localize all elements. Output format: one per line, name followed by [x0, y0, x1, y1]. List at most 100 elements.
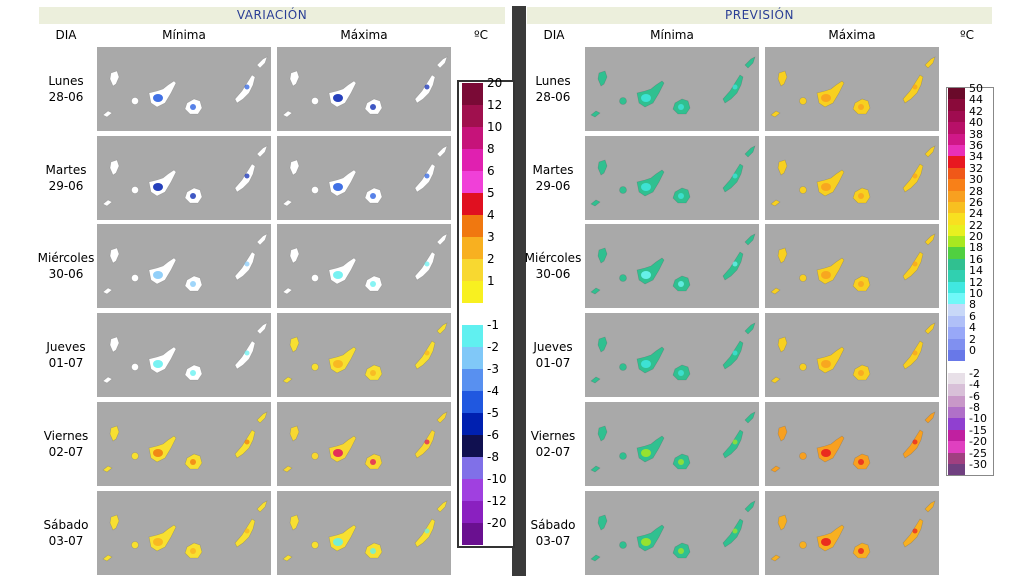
island-tenerife	[148, 257, 177, 285]
scale-label: -8	[969, 400, 980, 414]
scale-label: 8	[969, 298, 976, 312]
island-el-hierro	[770, 554, 781, 562]
island-la-gomera	[619, 186, 627, 194]
island-el-hierro	[590, 554, 601, 562]
scale-label: 40	[969, 116, 983, 130]
island-lanzarote	[744, 233, 756, 246]
island-la-palma	[597, 247, 608, 264]
island-fuerteventura	[414, 429, 436, 459]
island-el-hierro	[102, 287, 113, 295]
scale-step: 6	[947, 311, 993, 328]
day-name: Martes	[532, 163, 574, 177]
map-panel-prev-max	[765, 136, 939, 220]
scale-step: -30	[947, 459, 993, 476]
map-panel-prev-max	[765, 47, 939, 131]
island-el-hierro	[590, 465, 601, 473]
map-panel-prev-max	[765, 402, 939, 486]
scale-swatch	[948, 441, 965, 453]
forecast-color-scale: 50 44 42 40 38 36 34 32 30 28 26 24 22 20 18 16 14 12 10 8 6…	[946, 83, 994, 477]
scale-label: -2	[487, 340, 499, 354]
island-la-gomera	[311, 97, 319, 105]
day-name: Sábado	[43, 518, 89, 532]
island-la-palma	[109, 159, 120, 176]
island-el-hierro	[282, 376, 293, 384]
prevision-banner: PREVISIÓN	[527, 7, 992, 24]
day-label-right: Jueves 01-07	[518, 339, 588, 371]
island-tenerife	[636, 257, 665, 285]
scale-step: -1	[460, 319, 512, 347]
scale-step: 2	[460, 253, 512, 281]
island-fuerteventura	[902, 518, 924, 548]
scale-label: 24	[969, 207, 983, 221]
scale-step: -25	[947, 448, 993, 464]
scale-step: -15	[947, 425, 993, 442]
scale-label: 50	[969, 82, 983, 95]
variation-color-scale: 20 12 10 8 6 5 4 3 2 1 -1 -2 -3 -4 -5 -6 -8 -10 -12 -20	[457, 77, 515, 548]
scale-step: 14	[947, 265, 993, 282]
day-date: 29-06	[535, 179, 571, 193]
island-lanzarote	[744, 322, 756, 335]
island-lanzarote	[924, 56, 936, 69]
island-el-hierro	[770, 376, 781, 384]
island-la-palma	[597, 159, 608, 176]
island-la-palma	[777, 159, 788, 176]
map-panel-prev-max	[765, 491, 939, 575]
island-lanzarote	[436, 56, 448, 69]
island-la-gomera	[619, 452, 627, 460]
day-name: Martes	[45, 163, 87, 177]
island-fuerteventura	[722, 340, 744, 370]
island-la-gomera	[619, 97, 627, 105]
scale-step: -5	[460, 407, 512, 435]
scale-swatch	[948, 133, 965, 145]
day-label-left: Miércoles 30-06	[31, 250, 101, 282]
right-col-max: Máxima	[828, 28, 876, 42]
island-la-palma	[289, 70, 300, 87]
scale-swatch	[948, 110, 965, 123]
island-la-gomera	[799, 541, 807, 549]
map-panel-prev-min	[585, 224, 759, 308]
island-la-gomera	[131, 186, 139, 194]
scale-swatch	[462, 413, 483, 435]
scale-label: 3	[487, 230, 495, 244]
day-date: 02-07	[535, 445, 571, 459]
island-la-palma	[109, 514, 120, 531]
island-lanzarote	[436, 500, 448, 513]
island-tenerife	[328, 169, 357, 197]
day-date: 30-06	[48, 267, 84, 281]
scale-step: 5	[460, 187, 512, 215]
scale-step: 8	[460, 143, 512, 171]
scale-label: -5	[487, 406, 499, 420]
scale-step: -8	[947, 402, 993, 419]
scale-step: -8	[460, 451, 512, 479]
island-el-hierro	[282, 465, 293, 473]
island-el-hierro	[282, 110, 293, 118]
scale-step: -6	[460, 429, 512, 457]
island-el-hierro	[102, 199, 113, 207]
scale-swatch	[462, 171, 483, 193]
scale-step	[947, 361, 993, 373]
island-la-palma	[597, 70, 608, 87]
map-panel-prev-min	[585, 313, 759, 397]
island-fuerteventura	[902, 429, 924, 459]
island-fuerteventura	[234, 251, 256, 281]
scale-swatch	[462, 149, 483, 171]
scale-label: -1	[487, 318, 499, 332]
variacion-banner: VARIACIÓN	[39, 7, 505, 24]
right-col-min: Mínima	[650, 28, 694, 42]
island-fuerteventura	[234, 340, 256, 370]
island-lanzarote	[924, 233, 936, 246]
island-lanzarote	[744, 56, 756, 69]
day-date: 03-07	[48, 534, 84, 548]
island-tenerife	[816, 524, 845, 552]
island-lanzarote	[256, 500, 268, 513]
island-el-hierro	[590, 110, 601, 118]
scale-label: -15	[969, 423, 987, 437]
scale-swatch	[948, 406, 965, 419]
scale-label: 30	[969, 173, 983, 187]
island-fuerteventura	[902, 251, 924, 281]
island-tenerife	[148, 346, 177, 374]
island-fuerteventura	[414, 251, 436, 281]
scale-swatch	[948, 429, 965, 442]
scale-label: -30	[969, 457, 987, 471]
map-panel-var-min	[97, 402, 271, 486]
